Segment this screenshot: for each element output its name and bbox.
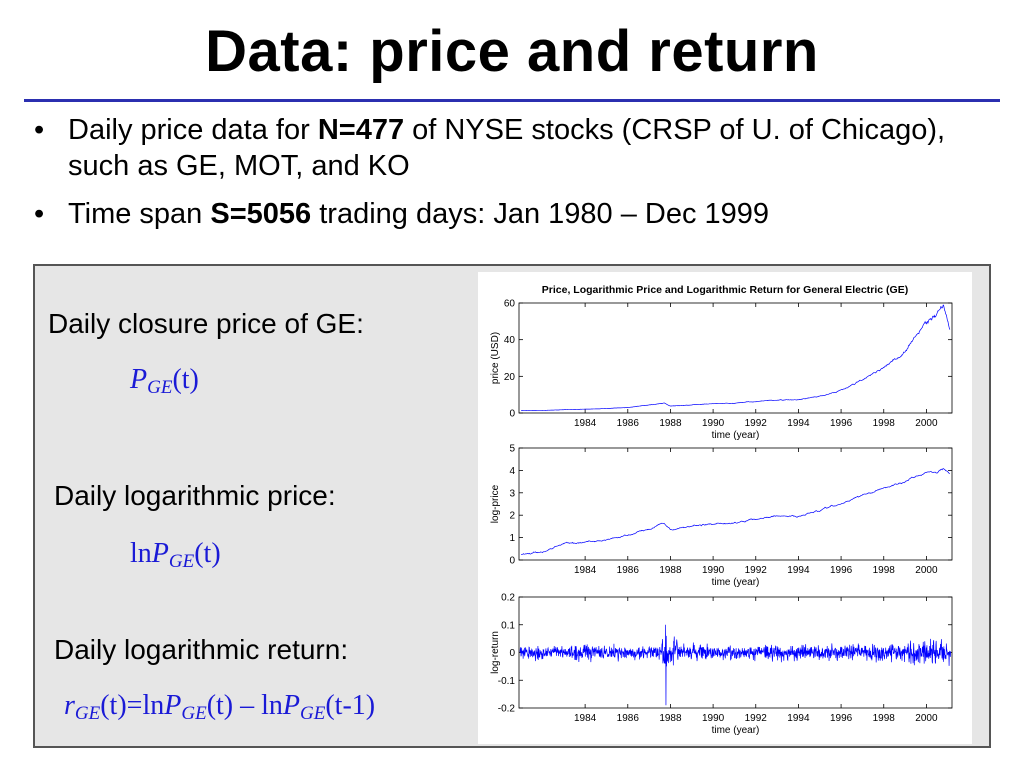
slide-title: Data: price and return <box>205 19 819 84</box>
formula-minus-ln: – ln <box>233 690 283 721</box>
x-tick-label: 1990 <box>702 565 725 576</box>
formula-sub: GE <box>74 703 101 724</box>
x-tick-label: 1998 <box>873 418 896 429</box>
x-tick-label: 1994 <box>787 713 810 724</box>
formula-sub: GE <box>147 377 173 398</box>
bullet-1-bold: N=477 <box>317 114 405 146</box>
y-tick-label: 0.2 <box>501 593 515 604</box>
y-tick-label: 0 <box>509 409 515 420</box>
x-tick-label: 1990 <box>702 418 725 429</box>
formula-t: (t) <box>172 364 199 395</box>
price-series-line <box>521 304 951 411</box>
y-tick-label: 3 <box>509 488 515 499</box>
formula-p: P <box>164 690 182 721</box>
price-label: Daily closure price of GE: <box>48 308 364 339</box>
y-tick-label: 4 <box>509 466 515 477</box>
chart-title: Price, Logarithmic Price and Logarithmic… <box>542 284 908 296</box>
logreturn-formula: rGE(t)=lnPGE(t) – lnPGE(t-1) <box>64 690 375 725</box>
x-tick-label: 1986 <box>617 418 640 429</box>
y-axis-label: log-price <box>490 484 501 523</box>
x-tick-label: 1988 <box>659 565 682 576</box>
x-tick-label: 1984 <box>574 565 597 576</box>
title-rule <box>24 99 1000 102</box>
logreturn-label: Daily logarithmic return: <box>54 634 349 665</box>
formula-sub: GE <box>181 703 207 724</box>
x-tick-label: 1998 <box>873 713 896 724</box>
bullet-2-text-b: trading days: Jan 1980 – Dec 1999 <box>311 198 770 230</box>
formula-t: (t) <box>194 538 221 569</box>
x-tick-label: 1988 <box>659 418 682 429</box>
x-tick-label: 2000 <box>915 418 938 429</box>
formula-r: r <box>64 690 75 721</box>
x-tick-label: 1992 <box>745 713 768 724</box>
y-tick-label: -0.2 <box>498 704 516 715</box>
x-tick-label: 1986 <box>617 565 640 576</box>
x-tick-label: 1996 <box>830 565 853 576</box>
x-tick-label: 1996 <box>830 418 853 429</box>
logprice-label: Daily logarithmic price: <box>54 480 336 511</box>
logprice-series-line <box>521 468 951 555</box>
x-tick-label: 1988 <box>659 713 682 724</box>
formula-p: P <box>282 690 301 721</box>
bullet-2-bold: S=5056 <box>210 198 312 230</box>
x-axis-label: time (year) <box>712 430 760 441</box>
y-tick-label: 2 <box>509 511 515 522</box>
y-tick-label: 60 <box>504 299 516 310</box>
bullet-dot: • <box>34 114 45 146</box>
y-tick-label: 5 <box>509 444 515 455</box>
x-axis-label: time (year) <box>712 725 760 736</box>
x-tick-label: 1994 <box>787 565 810 576</box>
formula-eq-ln: =ln <box>126 690 165 721</box>
logreturn-series-line <box>519 624 952 706</box>
x-tick-label: 1994 <box>787 418 810 429</box>
x-tick-label: 1990 <box>702 713 725 724</box>
x-tick-label: 2000 <box>915 565 938 576</box>
x-tick-label: 1986 <box>617 713 640 724</box>
logprice-formula: lnPGE(t) <box>130 538 221 573</box>
bullet-1-text-a: Daily price data for <box>68 114 318 146</box>
formula-p: P <box>130 364 148 395</box>
bullet-item-2: • Time span S=5056 trading days: Jan 1980… <box>30 196 990 232</box>
formula-p: P <box>151 538 169 569</box>
bullet-list: • Daily price data for N=477 of NYSE stoc… <box>30 112 990 244</box>
axes-frame <box>518 302 953 414</box>
y-axis-label: price (USD) <box>490 332 501 384</box>
x-tick-label: 2000 <box>915 713 938 724</box>
axes-frame <box>518 447 953 561</box>
x-tick-label: 1992 <box>745 565 768 576</box>
bullet-dot: • <box>34 198 45 230</box>
y-tick-label: 0.1 <box>501 620 515 631</box>
bullet-2-text-a: Time span <box>68 198 211 230</box>
formula-sub: GE <box>300 703 326 724</box>
x-tick-label: 1998 <box>873 565 896 576</box>
bullet-item-1: • Daily price data for N=477 of NYSE stoc… <box>30 112 990 184</box>
y-tick-label: 0 <box>509 556 515 567</box>
price-formula: PGE(t) <box>130 364 199 399</box>
chart-figure: Price, Logarithmic Price and Logarithmic… <box>490 284 953 736</box>
formula-tm1: (t-1) <box>325 690 376 721</box>
y-tick-label: 0 <box>509 648 515 659</box>
x-tick-label: 1984 <box>574 713 597 724</box>
y-tick-label: -0.1 <box>498 676 516 687</box>
chart-container: Price, Logarithmic Price and Logarithmic… <box>478 272 972 744</box>
formula-sub: GE <box>168 551 195 572</box>
y-tick-label: 1 <box>509 533 515 544</box>
x-tick-label: 1996 <box>830 713 853 724</box>
x-axis-label: time (year) <box>712 577 760 588</box>
formula-ln: ln <box>130 538 152 569</box>
y-axis-label: log-return <box>490 631 501 674</box>
formula-t: (t) <box>206 690 234 721</box>
y-tick-label: 20 <box>504 372 516 383</box>
y-tick-label: 40 <box>504 335 516 346</box>
x-tick-label: 1992 <box>745 418 768 429</box>
x-tick-label: 1984 <box>574 418 597 429</box>
bullet-1-text-b: of NYSE stocks (CRSP of U. of Chicago), … <box>68 114 946 182</box>
formula-t: (t) <box>100 690 127 721</box>
